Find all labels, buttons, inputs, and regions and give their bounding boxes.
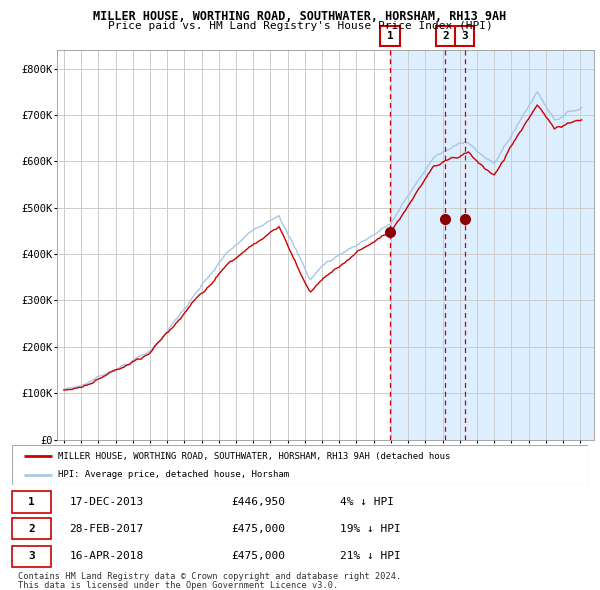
FancyBboxPatch shape — [12, 491, 51, 513]
Text: Price paid vs. HM Land Registry's House Price Index (HPI): Price paid vs. HM Land Registry's House … — [107, 21, 493, 31]
Text: HPI: Average price, detached house, Horsham: HPI: Average price, detached house, Hors… — [58, 470, 289, 479]
Text: 19% ↓ HPI: 19% ↓ HPI — [340, 524, 401, 534]
Text: 1: 1 — [28, 497, 35, 507]
Text: 16-APR-2018: 16-APR-2018 — [70, 551, 144, 561]
Text: 28-FEB-2017: 28-FEB-2017 — [70, 524, 144, 534]
Text: 3: 3 — [461, 31, 468, 41]
Text: 21% ↓ HPI: 21% ↓ HPI — [340, 551, 401, 561]
Text: This data is licensed under the Open Government Licence v3.0.: This data is licensed under the Open Gov… — [18, 581, 338, 590]
Text: £446,950: £446,950 — [231, 497, 285, 507]
Bar — [390, 50, 600, 440]
Text: 3: 3 — [28, 551, 35, 561]
Text: 2: 2 — [28, 524, 35, 534]
Text: £475,000: £475,000 — [231, 524, 285, 534]
Text: 1: 1 — [387, 31, 394, 41]
Text: £475,000: £475,000 — [231, 551, 285, 561]
FancyBboxPatch shape — [12, 518, 51, 539]
Text: Contains HM Land Registry data © Crown copyright and database right 2024.: Contains HM Land Registry data © Crown c… — [18, 572, 401, 581]
FancyBboxPatch shape — [12, 546, 51, 567]
Text: 17-DEC-2013: 17-DEC-2013 — [70, 497, 144, 507]
Text: MILLER HOUSE, WORTHING ROAD, SOUTHWATER, HORSHAM, RH13 9AH (detached hous: MILLER HOUSE, WORTHING ROAD, SOUTHWATER,… — [58, 451, 451, 461]
Text: MILLER HOUSE, WORTHING ROAD, SOUTHWATER, HORSHAM, RH13 9AH: MILLER HOUSE, WORTHING ROAD, SOUTHWATER,… — [94, 10, 506, 23]
Text: 4% ↓ HPI: 4% ↓ HPI — [340, 497, 394, 507]
Text: 2: 2 — [442, 31, 449, 41]
